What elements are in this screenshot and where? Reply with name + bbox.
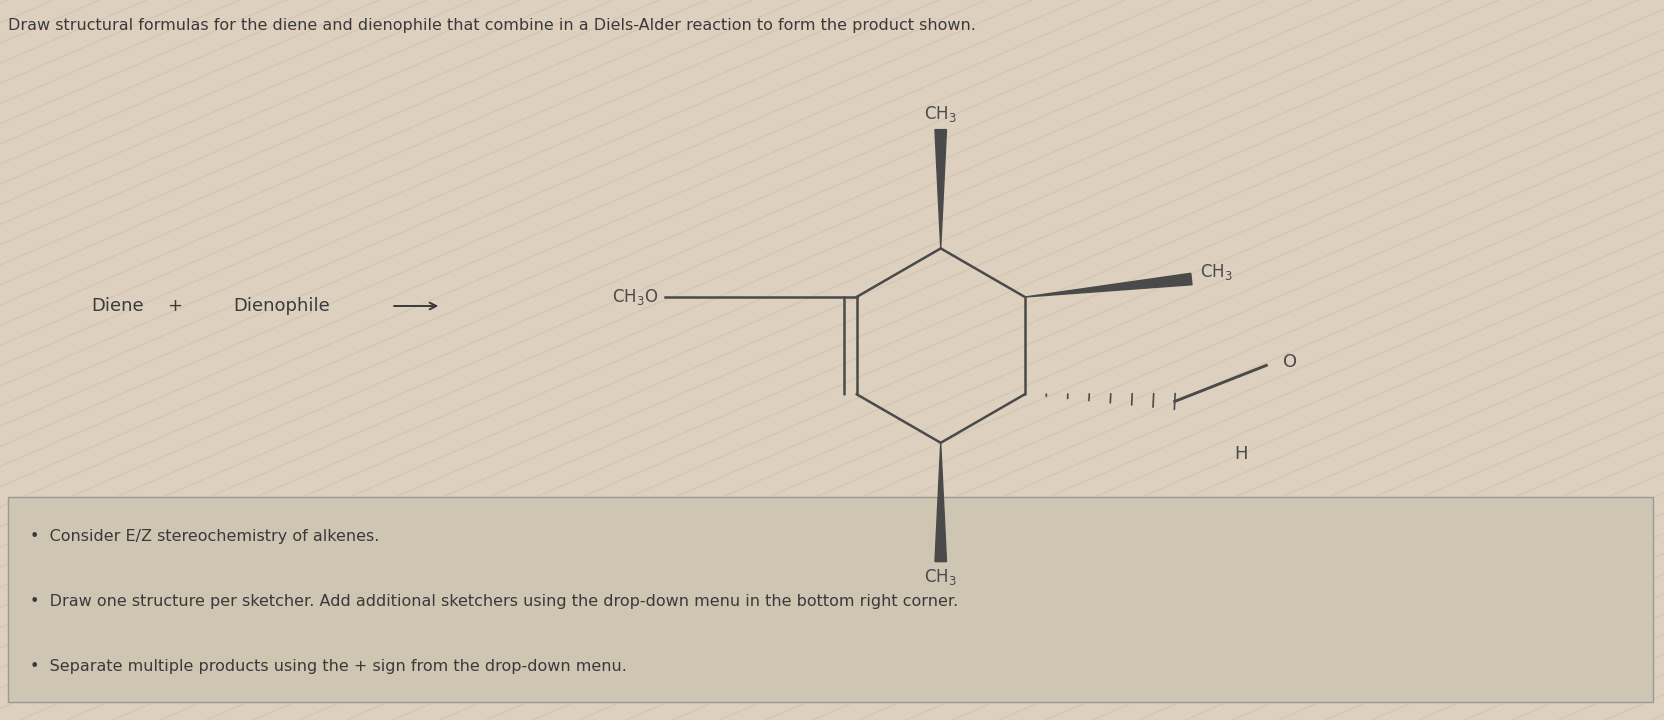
Text: CH$_3$O: CH$_3$O <box>612 287 657 307</box>
Text: Draw structural formulas for the diene and dienophile that combine in a Diels-Al: Draw structural formulas for the diene a… <box>8 18 975 33</box>
Polygon shape <box>1025 274 1191 297</box>
Text: •  Draw one structure per sketcher. Add additional sketchers using the drop-down: • Draw one structure per sketcher. Add a… <box>30 594 958 608</box>
Text: •  Separate multiple products using the + sign from the drop-down menu.: • Separate multiple products using the +… <box>30 659 626 673</box>
Polygon shape <box>935 130 945 248</box>
Text: CH$_3$: CH$_3$ <box>924 567 957 588</box>
Text: CH$_3$: CH$_3$ <box>924 104 957 124</box>
Text: O: O <box>1283 353 1296 371</box>
Text: Diene: Diene <box>92 297 145 315</box>
Polygon shape <box>935 443 945 562</box>
Text: +: + <box>166 297 183 315</box>
Text: CH$_3$: CH$_3$ <box>1200 262 1231 282</box>
Text: •  Consider E/Z stereochemistry of alkenes.: • Consider E/Z stereochemistry of alkene… <box>30 529 379 544</box>
Bar <box>8 497 1652 702</box>
Text: H: H <box>1235 444 1248 463</box>
Text: Dienophile: Dienophile <box>233 297 329 315</box>
